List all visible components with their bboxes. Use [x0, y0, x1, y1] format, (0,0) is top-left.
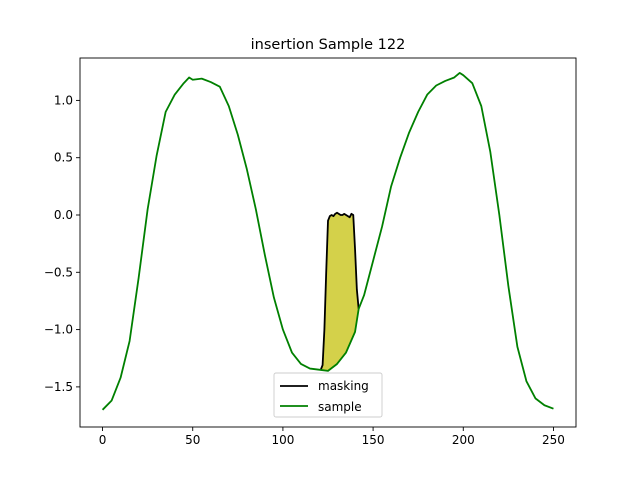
x-tick-label-250: 250 — [542, 433, 565, 447]
x-axis: 0 50 100 150 200 250 — [99, 427, 565, 447]
y-tick-label-2: −0.5 — [44, 265, 73, 279]
difference-fill — [320, 212, 359, 371]
legend-label-sample: sample — [318, 400, 362, 414]
legend-label-masking: masking — [318, 379, 369, 393]
y-tick-label-4: 0.5 — [54, 151, 73, 165]
x-tick-label-50: 50 — [185, 433, 200, 447]
plot-frame — [79, 57, 577, 428]
chart-title: insertion Sample 122 — [251, 37, 406, 53]
x-tick-label-200: 200 — [452, 433, 475, 447]
series-line-masking — [319, 211, 360, 371]
x-tick-label-0: 0 — [99, 433, 107, 447]
x-tick-label-150: 150 — [362, 433, 385, 447]
y-tick-label-1: −1.0 — [44, 323, 73, 337]
y-axis: −1.5 −1.0 −0.5 0.0 0.5 1.0 — [44, 93, 80, 394]
series-lines — [101, 71, 554, 411]
series-line-sample — [101, 71, 554, 411]
fill-region — [320, 212, 359, 371]
y-tick-label-3: 0.0 — [54, 208, 73, 222]
legend: masking sample — [273, 372, 383, 418]
y-tick-label-0: −1.5 — [44, 380, 73, 394]
x-tick-label-100: 100 — [271, 433, 294, 447]
y-tick-label-5: 1.0 — [54, 93, 73, 107]
